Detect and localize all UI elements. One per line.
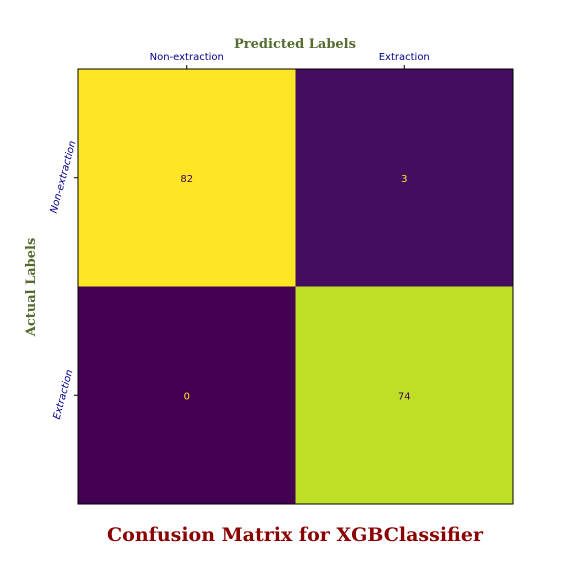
heatmap-cell-1-1 [295, 286, 513, 504]
x-tick-label-0: Non-extraction [150, 52, 224, 63]
y-axis-title: Actual Labels [24, 238, 39, 338]
heatmap-cell-1-0 [78, 286, 296, 504]
cell-value-1-1: 74 [398, 391, 411, 402]
y-ticks: Non-extraction Extraction [49, 140, 79, 421]
cell-value-0-1: 3 [401, 174, 407, 185]
heatmap-cell-0-0 [78, 69, 296, 287]
cell-value-1-0: 0 [184, 391, 190, 402]
x-axis-title: Predicted Labels [234, 37, 356, 52]
plot-frame [77, 68, 514, 505]
heatmap-cells [78, 69, 513, 504]
x-ticks: Non-extraction Extraction [150, 52, 430, 69]
heatmap-cell-0-1 [295, 69, 513, 287]
cell-value-0-0: 82 [180, 174, 193, 185]
y-tick-label-1: Extraction [52, 369, 76, 421]
chart-title: Confusion Matrix for XGBClassifier [107, 524, 484, 546]
cell-annotations: 82 3 0 74 [180, 174, 410, 403]
y-tick-label-0: Non-extraction [49, 140, 79, 215]
x-tick-label-1: Extraction [379, 52, 430, 63]
